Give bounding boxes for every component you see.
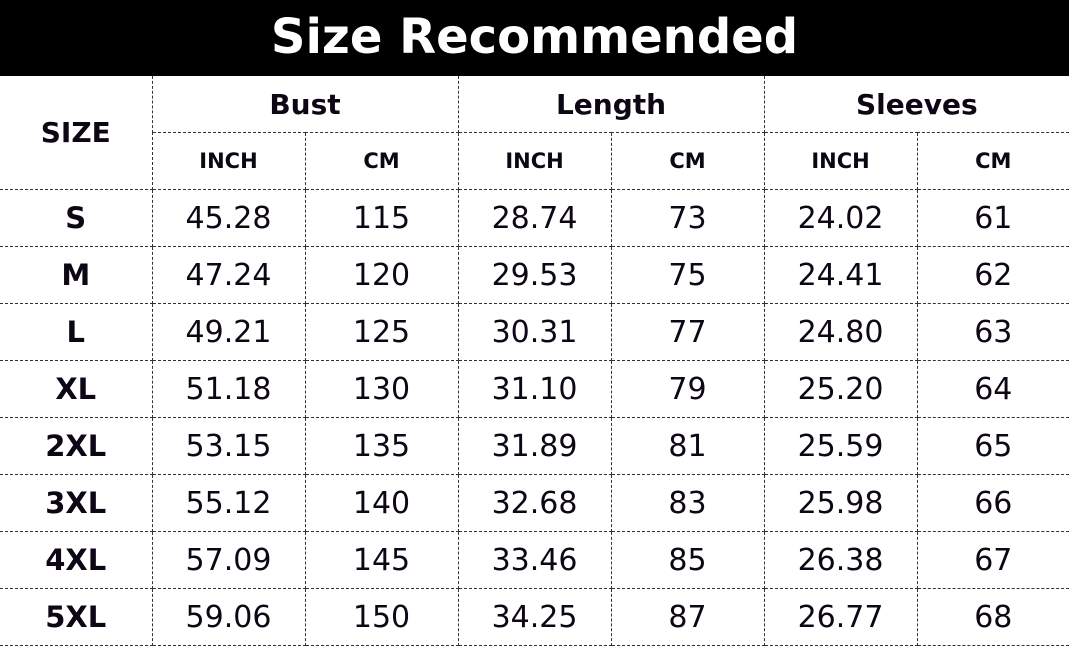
value-cell: 135 [304, 417, 459, 475]
value-cell: 145 [304, 531, 459, 589]
value-cell: 130 [304, 360, 459, 418]
value-cell: 49.21 [151, 303, 306, 361]
value-cell: 150 [304, 588, 459, 646]
header-row-units: INCH CM INCH CM INCH CM [0, 132, 1069, 190]
size-cell: M [0, 246, 153, 304]
table-row: 3XL 55.12 140 32.68 83 25.98 66 [0, 474, 1069, 532]
table-row: S 45.28 115 28.74 73 24.02 61 [0, 189, 1069, 247]
size-cell: 3XL [0, 474, 153, 532]
value-cell: 24.02 [763, 189, 918, 247]
value-cell: 115 [304, 189, 459, 247]
header-row-groups: SIZE Bust Length Sleeves [0, 76, 1069, 190]
size-cell: 4XL [0, 531, 153, 589]
value-cell: 81 [610, 417, 765, 475]
value-cell: 33.46 [457, 531, 612, 589]
value-cell: 24.41 [763, 246, 918, 304]
value-cell: 77 [610, 303, 765, 361]
unit-header: CM [610, 132, 765, 190]
value-cell: 63 [916, 303, 1069, 361]
value-cell: 25.98 [763, 474, 918, 532]
value-cell: 28.74 [457, 189, 612, 247]
page-title: Size Recommended [0, 0, 1069, 76]
value-cell: 53.15 [151, 417, 306, 475]
value-cell: 87 [610, 588, 765, 646]
value-cell: 29.53 [457, 246, 612, 304]
value-cell: 64 [916, 360, 1069, 418]
unit-header: INCH [457, 132, 612, 190]
value-cell: 85 [610, 531, 765, 589]
value-cell: 125 [304, 303, 459, 361]
table-row: XL 51.18 130 31.10 79 25.20 64 [0, 360, 1069, 418]
value-cell: 79 [610, 360, 765, 418]
value-cell: 59.06 [151, 588, 306, 646]
table-row: 2XL 53.15 135 31.89 81 25.59 65 [0, 417, 1069, 475]
unit-header: INCH [152, 132, 306, 190]
value-cell: 65 [916, 417, 1069, 475]
table-row: 4XL 57.09 145 33.46 85 26.38 67 [0, 531, 1069, 589]
size-cell: XL [0, 360, 153, 418]
size-table: SIZE Bust Length Sleeves INCH CM INCH CM… [0, 76, 1069, 646]
value-cell: 30.31 [457, 303, 612, 361]
value-cell: 51.18 [151, 360, 306, 418]
value-cell: 75 [610, 246, 765, 304]
value-cell: 67 [916, 531, 1069, 589]
value-cell: 45.28 [151, 189, 306, 247]
table-row: L 49.21 125 30.31 77 24.80 63 [0, 303, 1069, 361]
size-cell: S [0, 189, 153, 247]
table-row: 5XL 59.06 150 34.25 87 26.77 68 [0, 588, 1069, 646]
value-cell: 34.25 [457, 588, 612, 646]
value-cell: 62 [916, 246, 1069, 304]
value-cell: 25.59 [763, 417, 918, 475]
value-cell: 140 [304, 474, 459, 532]
value-cell: 24.80 [763, 303, 918, 361]
value-cell: 26.38 [763, 531, 918, 589]
value-cell: 47.24 [151, 246, 306, 304]
value-cell: 31.89 [457, 417, 612, 475]
size-cell: 5XL [0, 588, 153, 646]
value-cell: 31.10 [457, 360, 612, 418]
value-cell: 83 [610, 474, 765, 532]
value-cell: 25.20 [763, 360, 918, 418]
value-cell: 68 [916, 588, 1069, 646]
size-cell: 2XL [0, 417, 153, 475]
value-cell: 57.09 [151, 531, 306, 589]
table-row: M 47.24 120 29.53 75 24.41 62 [0, 246, 1069, 304]
value-cell: 55.12 [151, 474, 306, 532]
unit-header: CM [304, 132, 459, 190]
value-cell: 61 [916, 189, 1069, 247]
unit-header: INCH [763, 132, 918, 190]
value-cell: 66 [916, 474, 1069, 532]
value-cell: 26.77 [763, 588, 918, 646]
size-cell: L [0, 303, 153, 361]
value-cell: 73 [610, 189, 765, 247]
group-header-length: Length [457, 76, 765, 133]
value-cell: 32.68 [457, 474, 612, 532]
group-header-bust: Bust [151, 76, 459, 133]
size-header: SIZE [0, 76, 153, 190]
group-header-sleeves: Sleeves [763, 76, 1069, 133]
unit-header: CM [916, 132, 1069, 190]
value-cell: 120 [304, 246, 459, 304]
